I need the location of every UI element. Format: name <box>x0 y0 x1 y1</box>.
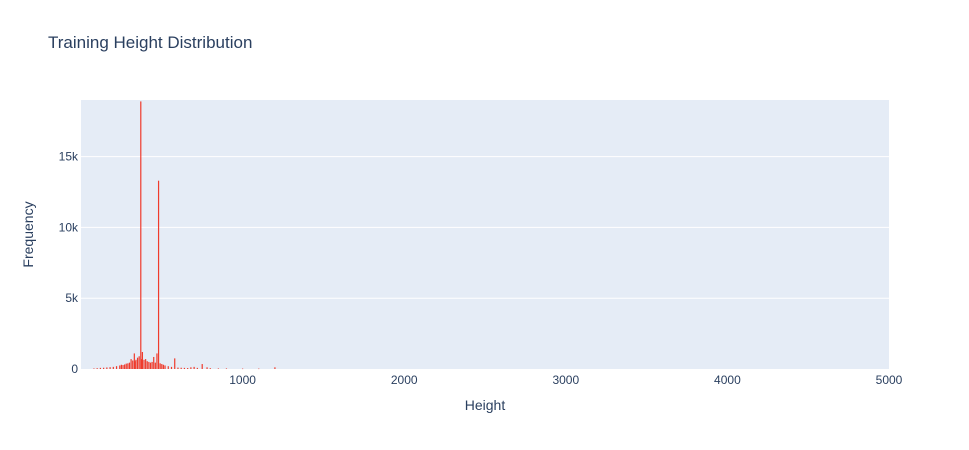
histogram-bar <box>132 360 134 369</box>
histogram-bar <box>156 353 158 369</box>
histogram-bar <box>157 180 160 369</box>
x-axis-title: Height <box>465 397 506 413</box>
histogram-bar <box>154 362 156 369</box>
histogram-bar <box>141 359 143 369</box>
histogram-bar <box>174 358 176 369</box>
histogram-bar <box>148 361 150 369</box>
histogram-bar <box>170 366 173 369</box>
histogram-bar <box>134 361 136 369</box>
plot-area <box>81 100 889 369</box>
histogram-bar <box>122 365 124 369</box>
histogram-bar <box>180 367 182 369</box>
histogram-bar <box>149 362 152 369</box>
histogram-bar <box>242 368 244 370</box>
histogram-bar <box>103 367 105 369</box>
histogram-bar <box>119 365 121 369</box>
histogram-bar <box>146 361 148 369</box>
x-tick-label: 2000 <box>391 373 418 387</box>
histogram-bar <box>138 356 140 369</box>
histogram-bar <box>145 359 147 369</box>
histogram-bar <box>112 366 114 369</box>
histogram-bar <box>127 363 129 369</box>
histogram-bar <box>151 361 153 369</box>
histogram-bar <box>225 368 228 369</box>
y-tick-label: 0 <box>71 362 78 376</box>
histogram-bar <box>125 363 127 369</box>
histogram-bar <box>120 364 122 369</box>
histogram-bar <box>274 367 276 369</box>
x-tick-label: 3000 <box>552 373 579 387</box>
y-tick-label: 15k <box>59 150 79 164</box>
histogram-bar <box>193 366 195 369</box>
histogram-bar <box>140 101 142 370</box>
histogram-bar <box>177 367 179 369</box>
histogram-bar <box>217 368 219 369</box>
histogram-bar <box>115 366 118 369</box>
histogram-bar <box>167 366 169 369</box>
histogram-bar <box>201 364 203 369</box>
y-tick-label: 10k <box>59 220 79 234</box>
histogram-bar <box>136 357 139 369</box>
histogram-bar <box>162 364 165 369</box>
histogram-bar <box>135 359 137 369</box>
histogram-bar <box>258 368 260 370</box>
grid-lines <box>81 156 889 299</box>
chart-title: Training Height Distribution <box>48 33 253 52</box>
histogram-bar <box>190 367 192 369</box>
x-tick-label: 4000 <box>714 373 741 387</box>
histogram-bar <box>96 368 98 369</box>
histogram-bar <box>109 367 111 369</box>
histogram-bar <box>159 363 161 369</box>
histogram-bar <box>141 352 144 369</box>
histogram-bar <box>130 359 132 369</box>
x-tick-label: 1000 <box>229 373 256 387</box>
bars <box>93 101 276 370</box>
histogram-bar <box>128 362 131 369</box>
histogram-bar <box>106 367 108 369</box>
histogram-bar <box>206 367 208 369</box>
histogram-bar <box>93 368 95 369</box>
x-tick-label: 5000 <box>876 373 903 387</box>
histogram-bar <box>124 364 126 369</box>
histogram-bar <box>143 359 145 369</box>
histogram-bar <box>187 368 189 369</box>
histogram-bar <box>183 367 186 369</box>
histogram-bar <box>164 365 166 369</box>
y-axis-title: Frequency <box>20 201 36 267</box>
x-axis-ticks: 1000 2000 3000 4000 5000 <box>229 373 902 387</box>
histogram-bar <box>161 364 163 369</box>
histogram-bar <box>153 356 155 369</box>
histogram-bar <box>209 368 211 369</box>
histogram-bar <box>99 367 101 369</box>
y-axis-ticks: 0 5k 10k 15k <box>59 150 79 376</box>
y-tick-label: 5k <box>65 291 79 305</box>
histogram-bar <box>196 367 198 369</box>
